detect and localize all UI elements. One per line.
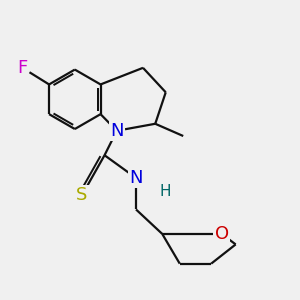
Text: H: H (160, 184, 172, 200)
Text: O: O (214, 225, 229, 243)
Text: N: N (129, 169, 143, 187)
Text: F: F (17, 59, 28, 77)
Text: S: S (76, 187, 88, 205)
Text: N: N (110, 122, 124, 140)
